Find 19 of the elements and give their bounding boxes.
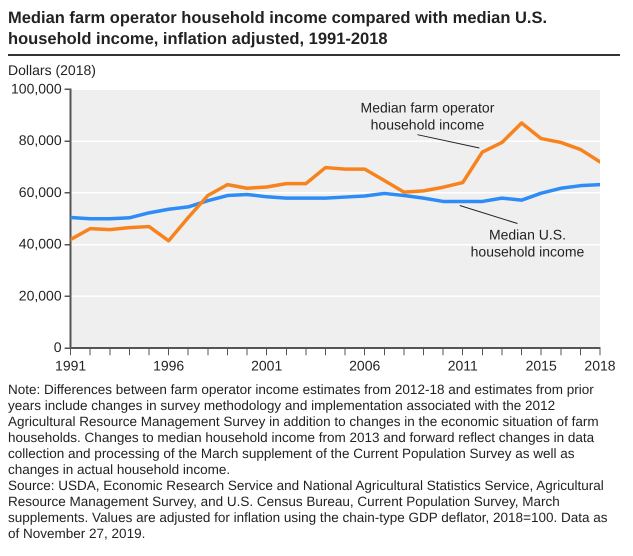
chart-title: Median farm operator household income compared with median U.S. household income, inflation adjusted, 1991-2018: [8, 8, 620, 56]
y-tick-label: 80,000: [18, 132, 62, 148]
x-tick-label: 2018: [584, 357, 616, 374]
y-tick-label: 60,000: [18, 184, 62, 200]
y-tick-label: 20,000: [18, 287, 62, 304]
x-tick-label: 1991: [55, 357, 86, 374]
x-tick-label: 2011: [448, 357, 478, 374]
y-tick-label: 100,000: [10, 80, 62, 96]
x-tick-label: 2001: [251, 357, 282, 374]
text: Note: Differences between farm operator income estimates from 2012-18 and estimates from prior years include changes in survey methodology and implementation associated with the 2012 Agricultural Resource Management Survey in addition to changes in the economic situation of farm households. Changes to median household income from 2013 and forward reflect changes in data collection and processing of the March supplement of the Current Population Survey as well as changes in actual household income.: [8, 382, 600, 478]
series-label: Median U.S. household income: [470, 226, 584, 260]
source-note: Source: USDA, Economic Research Service and National Agricultural Statistics Service, Agricultural Resource Management Survey, and U.S. Census Bureau, Current Population Survey, March supplements. Values are adjusted for inflation using the chain-type GDP deflator, 2018=100. Data as of November 27, 2019.: [8, 478, 608, 542]
series-label: Median farm operator household income: [360, 100, 495, 133]
x-tick-label: 2006: [349, 357, 380, 374]
x-tick-label: 2015: [526, 357, 557, 374]
x-tick-label: 1996: [153, 357, 184, 374]
y-tick-label: 40,000: [18, 236, 62, 252]
y-tick-label: 0: [54, 339, 62, 356]
y-axis-title: Dollars (2018): [8, 62, 97, 78]
